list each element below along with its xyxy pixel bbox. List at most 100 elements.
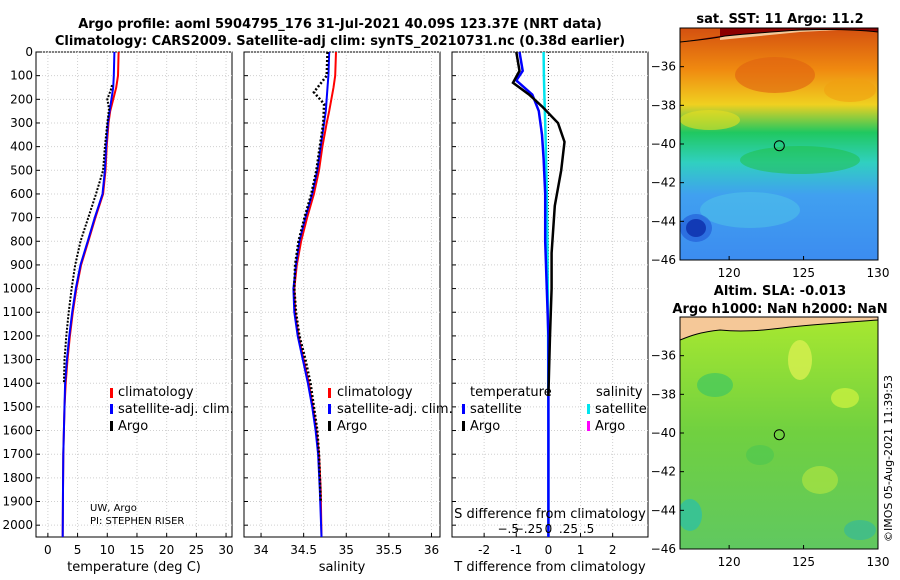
- legend-label-temp-argo: Argo: [470, 419, 500, 434]
- map-y-tick-label: −42: [651, 176, 676, 190]
- map-y-tick-label: −38: [651, 98, 676, 112]
- x-tick-label: 5: [74, 543, 82, 557]
- legend-swatch-climatology: [110, 388, 113, 398]
- salinity-grid: 34 34.5 35 35.5 36: [244, 51, 440, 557]
- map-x-tick-label: 125: [792, 555, 815, 569]
- map-x-tick-label: 120: [718, 266, 741, 280]
- y-tick-label: 1300: [2, 353, 33, 367]
- legend-swatch-sal-satellite: [587, 404, 590, 414]
- sla-map-image: [680, 317, 878, 549]
- temperature-axes: [35, 51, 233, 538]
- x-tick-label: 35: [339, 543, 354, 557]
- map-y-tick-label: −40: [651, 137, 676, 151]
- map-y-tick-label: −42: [651, 465, 676, 479]
- legend-swatch-satellite: [328, 404, 331, 414]
- difference-xlabel-top: S difference from climatology: [454, 507, 646, 522]
- y-tick-label: 900: [10, 258, 33, 272]
- map-x-tick-label: 125: [792, 266, 815, 280]
- salinity-axes: [243, 51, 441, 538]
- temperature-argo-line: [62, 84, 113, 384]
- legend-label-sal-argo: Argo: [595, 419, 625, 434]
- map-x-tick-label: 130: [867, 555, 890, 569]
- sst-float-marker: [773, 140, 785, 152]
- legend-heading-temperature: temperature: [470, 385, 552, 400]
- y-tick-label: 700: [10, 211, 33, 225]
- y-tick-label: 1000: [2, 282, 33, 296]
- sst-map-image: [680, 28, 878, 260]
- temperature-difference-argo-line: [511, 52, 566, 396]
- map-y-tick-label: −44: [651, 503, 676, 517]
- legend-label-satellite: satellite-adj. clim.: [118, 402, 234, 417]
- legend-swatch-temp-satellite: [462, 404, 465, 414]
- legend-swatch-temp-argo: [462, 421, 465, 431]
- sla-float-marker: [773, 429, 785, 441]
- map-y-tick-label: −36: [651, 60, 676, 74]
- y-tick-label: 1100: [2, 305, 33, 319]
- y-tick-label: 500: [10, 163, 33, 177]
- legend-swatch-argo: [328, 421, 331, 431]
- x-tick-label: 15: [129, 543, 144, 557]
- sst-map-title: sat. SST: 11 Argo: 11.2: [696, 12, 863, 27]
- y-tick-label: 1800: [2, 471, 33, 485]
- temperature-legend: climatology satellite-adj. clim. Argo: [110, 385, 234, 434]
- legend-heading-salinity: salinity: [596, 385, 643, 400]
- y-tick-label: 1500: [2, 400, 33, 414]
- difference-legend: temperature salinity satellite Argo sate…: [462, 385, 647, 434]
- top-tick-label: .5: [583, 522, 594, 536]
- credit-line1: UW, Argo: [90, 503, 137, 514]
- legend-label-argo: Argo: [118, 419, 148, 434]
- temperature-satellite-line: [61, 52, 116, 537]
- x-tick-label: 34: [253, 543, 268, 557]
- y-tick-label: 1900: [2, 495, 33, 509]
- legend-label-temp-satellite: satellite: [470, 402, 522, 417]
- figure-title-line1: Argo profile: aoml 5904795_176 31-Jul-20…: [78, 17, 602, 32]
- y-tick-label: 1600: [2, 424, 33, 438]
- salinity-argo-line: [293, 52, 329, 502]
- y-tick-label: 2000: [2, 518, 33, 532]
- y-tick-label: 600: [10, 187, 33, 201]
- x-tick-label: 10: [100, 543, 115, 557]
- top-tick-label: 0: [545, 522, 553, 536]
- legend-label-sal-satellite: satellite: [595, 402, 647, 417]
- map-y-tick-label: −38: [651, 387, 676, 401]
- map-y-tick-label: −40: [651, 426, 676, 440]
- y-tick-label: 1400: [2, 376, 33, 390]
- x-tick-label: 30: [218, 543, 233, 557]
- sla-map-title: Altim. SLA: -0.013: [714, 284, 846, 299]
- salinity-xlabel: salinity: [319, 560, 366, 575]
- x-tick-label: -2: [478, 543, 490, 557]
- sla-map-subtitle: Argo h1000: NaN h2000: NaN: [672, 302, 887, 317]
- legend-label-climatology: climatology: [118, 385, 194, 400]
- temperature-difference-satellite-line: [514, 52, 550, 537]
- y-tick-label: 0: [25, 45, 33, 59]
- map-x-tick-label: 130: [867, 266, 890, 280]
- x-tick-label: -1: [510, 543, 522, 557]
- y-tick-label: 1700: [2, 447, 33, 461]
- salinity-satellite-line: [292, 52, 331, 537]
- x-tick-label: 2: [609, 543, 617, 557]
- difference-grid: -2 -1 0 1 2: [452, 51, 648, 557]
- map-x-tick-label: 120: [718, 555, 741, 569]
- top-tick-label: −.5: [497, 522, 519, 536]
- map-y-tick-label: −44: [651, 214, 676, 228]
- legend-label-satellite: satellite-adj. clim.: [337, 402, 453, 417]
- y-tick-label: 100: [10, 69, 33, 83]
- top-tick-label: −.25: [514, 522, 543, 536]
- salinity-legend: climatology satellite-adj. clim. Argo: [328, 385, 453, 434]
- credit-line2: PI: STEPHEN RISER: [90, 516, 184, 527]
- difference-axes: [451, 51, 649, 538]
- difference-top-ticks: −.5−.25 0 .25 .5: [497, 522, 594, 536]
- y-tick-label: 400: [10, 140, 33, 154]
- legend-swatch-sal-argo: [587, 421, 590, 431]
- x-tick-label: 34.5: [290, 543, 317, 557]
- temperature-xlabel: temperature (deg C): [67, 560, 201, 575]
- x-tick-label: 25: [189, 543, 204, 557]
- map-y-tick-label: −36: [651, 349, 676, 363]
- x-tick-label: 1: [577, 543, 585, 557]
- legend-swatch-argo: [110, 421, 113, 431]
- difference-xlabel: T difference from climatology: [453, 560, 646, 575]
- y-tick-label: 800: [10, 234, 33, 248]
- y-tick-label: 300: [10, 116, 33, 130]
- legend-label-argo: Argo: [337, 419, 367, 434]
